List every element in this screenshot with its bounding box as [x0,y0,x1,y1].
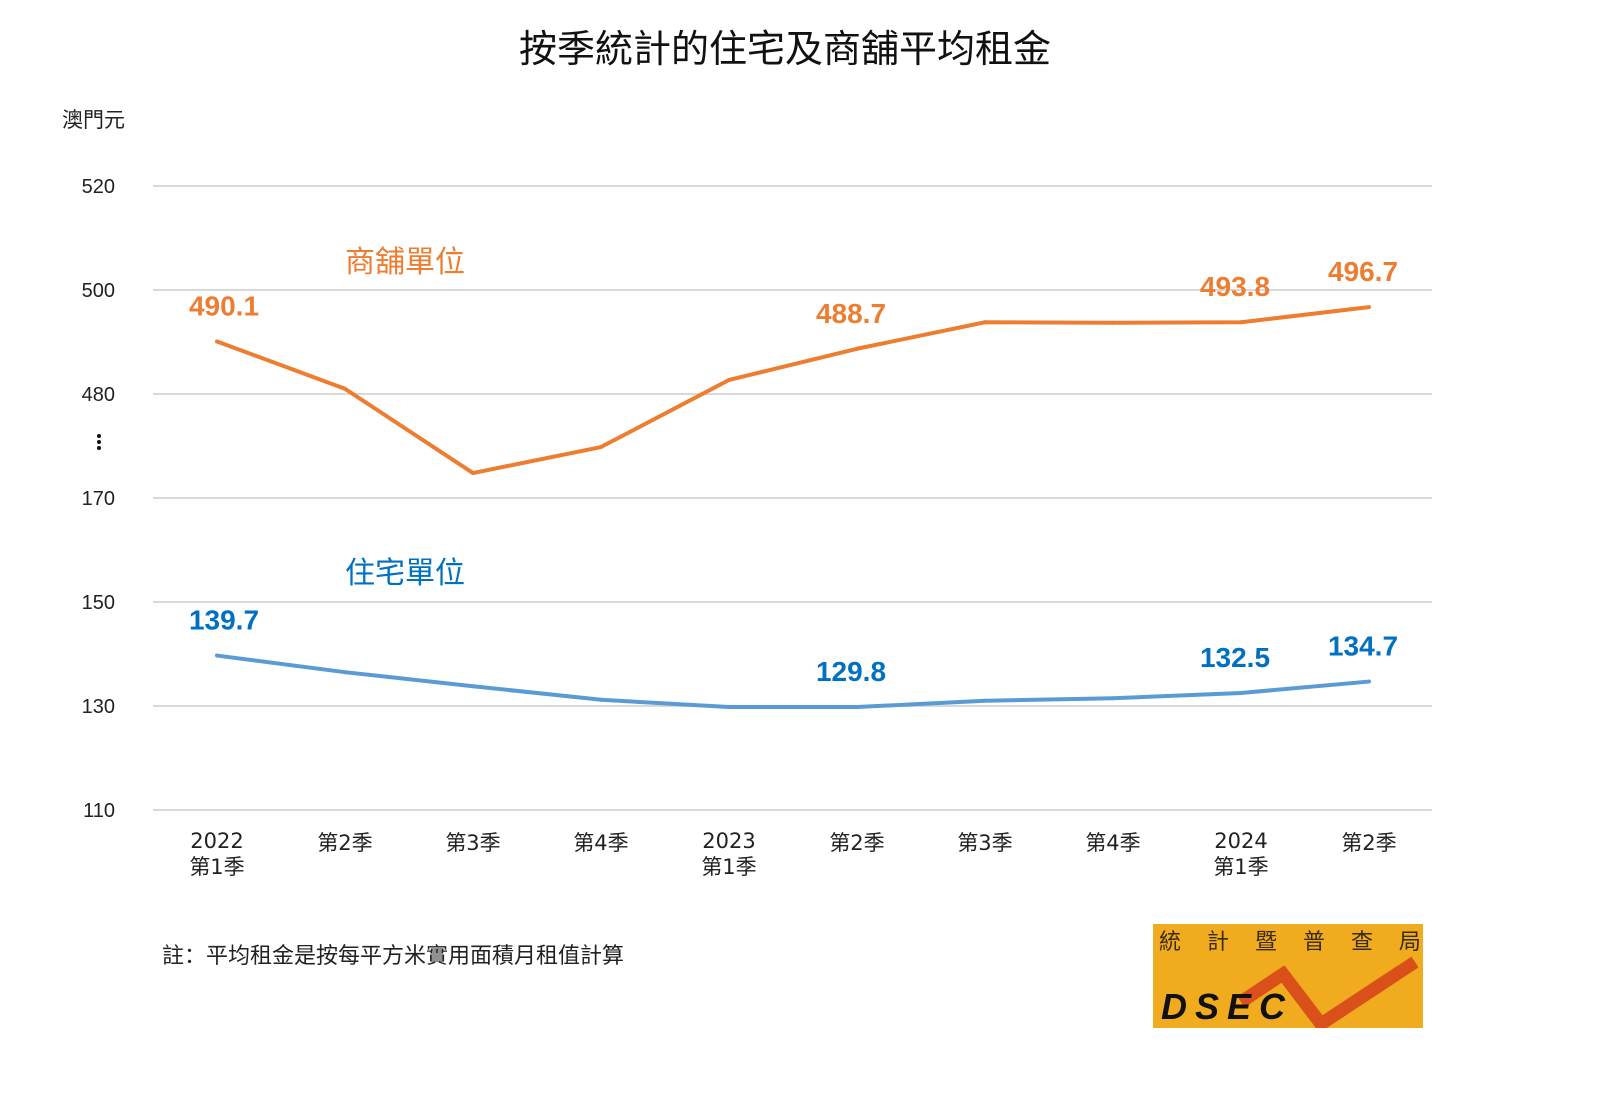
logo-char: 暨 [1254,930,1277,955]
data-label: 134.7 [1328,631,1398,662]
logo-english-text: DSEC [1161,986,1294,1027]
data-point [343,670,347,675]
axis-break-dot [97,446,101,450]
series-name-label: 商舖單位 [345,245,465,280]
x-tick-label: 2024 第1季 [1213,829,1268,879]
data-point [1367,679,1371,684]
y-tick-label: 170 [82,488,115,510]
data-point [1111,696,1115,701]
logo-zigzag-icon [1237,956,1419,1028]
x-tick-label: 第2季 [317,831,372,855]
data-point [215,339,219,344]
chart-title: 按季統計的住宅及商舖平均租金 [518,27,1051,71]
data-label: 132.5 [1200,642,1270,673]
data-point [983,320,987,325]
data-label: 490.1 [189,290,259,321]
axis-break-dot [97,434,101,438]
logo-char: 查 [1350,930,1373,955]
data-label: 496.7 [1328,256,1398,287]
logo-char: 局 [1398,930,1421,955]
data-label: 488.7 [816,298,886,329]
y-tick-label: 480 [82,384,115,406]
y-tick-label: 500 [82,280,115,302]
x-tick-label: 第3季 [957,831,1012,855]
data-label: 139.7 [189,605,259,636]
axis-break-dot [97,440,101,444]
data-point [1239,320,1243,325]
logo-char: 計 [1206,930,1229,955]
data-point [855,346,859,351]
y-tick-label: 110 [83,800,115,822]
data-point [471,471,475,476]
x-tick-label: 第2季 [829,831,884,855]
data-point [1111,320,1115,325]
data-point [1367,305,1371,310]
dsec-logo: 統計暨普查局 DSEC [1153,924,1423,1028]
x-tick-label: 第3季 [445,831,500,855]
y-tick-label: 520 [82,176,115,198]
data-point [727,377,731,382]
data-point [471,684,475,689]
y-axis-unit-label: 澳門元 [62,108,125,132]
logo-char: 普 [1302,930,1325,955]
data-point [343,386,347,391]
data-label: 129.8 [816,656,886,687]
data-point [1239,691,1243,695]
x-tick-label: 2022 第1季 [189,829,244,879]
y-tick-label: 150 [82,592,115,614]
logo-char: 統 [1159,930,1182,955]
data-point [727,705,731,710]
data-point [855,705,859,710]
y-tick-label: 130 [82,696,115,718]
data-point [215,653,219,658]
logo-chinese-text: 統計暨普查局 [1159,924,1421,956]
x-tick-label: 2023 第1季 [701,829,756,879]
data-point [983,698,987,703]
series-line [216,305,1370,476]
data-label: 493.8 [1200,271,1270,302]
data-point [599,697,603,702]
x-tick-label: 第4季 [1085,831,1140,855]
footnote: 註：平均租金是按每平方米實用面積月租值計算 [162,944,625,969]
x-tick-label: 第2季 [1341,831,1396,855]
data-point [599,445,603,450]
series-name-label: 住宅單位 [345,556,465,591]
series-line [216,653,1370,710]
x-tick-label: 第4季 [573,831,628,855]
